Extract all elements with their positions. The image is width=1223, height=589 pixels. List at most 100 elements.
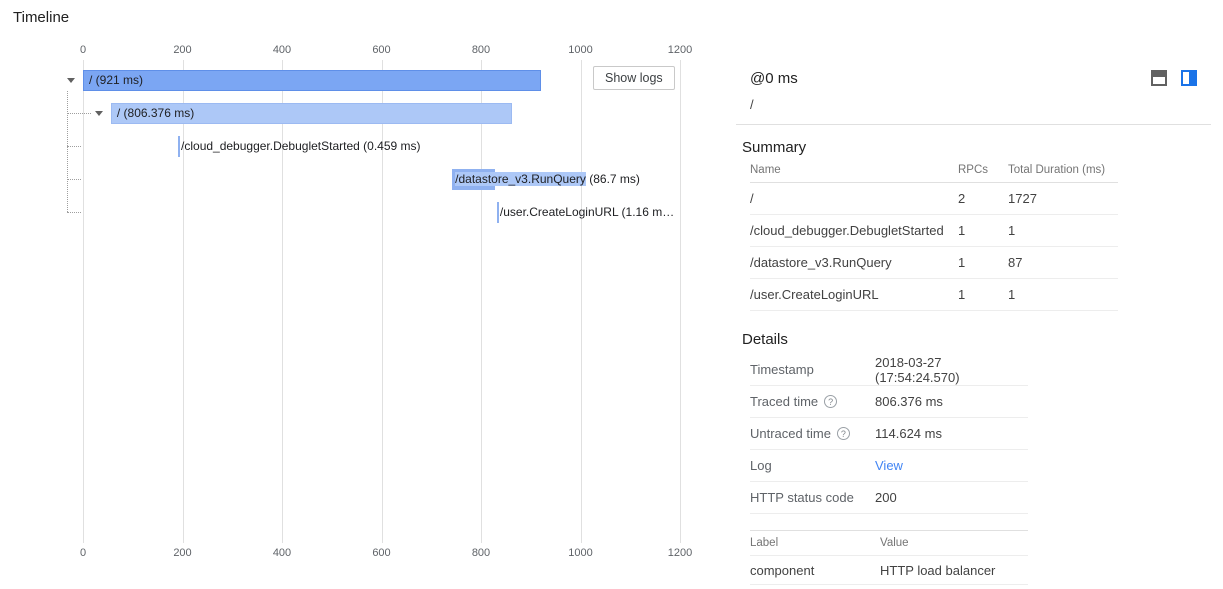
summary-col-name: Name bbox=[750, 164, 781, 176]
gridline bbox=[182, 60, 184, 543]
label-row: component HTTP load balancer bbox=[750, 556, 1028, 585]
axis-tick-bottom: 400 bbox=[272, 547, 292, 559]
details-table: Timestamp 2018-03-27 (17:54:24.570) Traced… bbox=[750, 354, 1028, 514]
axis-tick-top: 400 bbox=[272, 44, 292, 56]
show-logs-button[interactable]: Show logs bbox=[593, 66, 675, 90]
vertical-split-icon[interactable] bbox=[1181, 70, 1197, 86]
axis-tick-top: 1200 bbox=[667, 44, 693, 56]
tree-guide-stub bbox=[67, 113, 91, 114]
axis-tick-bottom: 0 bbox=[79, 547, 87, 559]
detail-row: Log View bbox=[750, 450, 1028, 482]
vertical-split-fill bbox=[1189, 72, 1195, 84]
details-panel-header: @0 ms / bbox=[736, 60, 1211, 125]
summary-cell-name: /cloud_debugger.DebugletStarted bbox=[750, 223, 944, 238]
labels-table-body: component HTTP load balancer bbox=[750, 556, 1028, 585]
detail-value: 114.624 ms bbox=[875, 426, 942, 441]
horizontal-split-icon[interactable] bbox=[1151, 70, 1167, 86]
summary-table-header: Name RPCs Total Duration (ms) bbox=[750, 164, 1118, 183]
summary-col-duration: Total Duration (ms) bbox=[1008, 164, 1106, 176]
detail-label: HTTP status code bbox=[750, 490, 854, 505]
summary-cell-duration: 1727 bbox=[1008, 191, 1037, 206]
tree-guide-stub bbox=[67, 212, 81, 213]
summary-cell-name: / bbox=[750, 191, 754, 206]
tree-toggle[interactable] bbox=[94, 111, 103, 116]
span-label[interactable]: /user.CreateLoginURL (1.16 m… bbox=[499, 205, 675, 219]
summary-row: /cloud_debugger.DebugletStarted 1 1 bbox=[750, 215, 1118, 247]
detail-row: Timestamp 2018-03-27 (17:54:24.570) bbox=[750, 354, 1028, 386]
span-bar[interactable] bbox=[110, 103, 513, 124]
view-log-link[interactable]: View bbox=[875, 458, 903, 473]
detail-label: Timestamp bbox=[750, 362, 814, 377]
summary-cell-name: /datastore_v3.RunQuery bbox=[750, 255, 892, 270]
horizontal-split-fill bbox=[1153, 72, 1165, 77]
tree-guide-stub bbox=[67, 146, 81, 147]
summary-cell-rpcs: 1 bbox=[958, 287, 966, 302]
span-bar[interactable] bbox=[178, 136, 181, 157]
summary-table-body: /2 1727/cloud_debugger.DebugletStarted 1 1/… bbox=[750, 183, 1118, 311]
summary-row: /user.CreateLoginURL 1 1 bbox=[750, 279, 1118, 311]
detail-value: View bbox=[875, 458, 1028, 473]
labels-table-header: Label Value bbox=[750, 531, 1028, 556]
axis-tick-bottom: 1200 bbox=[667, 547, 693, 559]
gridline bbox=[83, 60, 84, 543]
summary-cell-name: /user.CreateLoginURL bbox=[750, 287, 879, 302]
span-bar[interactable] bbox=[83, 70, 542, 91]
tree-guide-line bbox=[67, 91, 68, 212]
axis-tick-top: 200 bbox=[173, 44, 192, 56]
span-time-offset: @0 ms bbox=[750, 70, 798, 87]
detail-value: 2018-03-27 (17:54:24.570) bbox=[875, 354, 960, 385]
detail-row: Traced time? 806.376 ms bbox=[750, 386, 1028, 418]
selected-span-name: / bbox=[750, 97, 754, 112]
summary-cell-rpcs: 1 bbox=[958, 255, 966, 270]
summary-col-rpcs: RPCs bbox=[958, 164, 989, 176]
span-label[interactable]: /datastore_v3.RunQuery (86.7 ms) bbox=[455, 169, 640, 190]
detail-label: Traced time? bbox=[750, 394, 875, 409]
panel-view-toggles bbox=[1151, 70, 1197, 86]
summary-row: / 2 1727 bbox=[750, 183, 1118, 215]
summary-cell-rpcs: 1 bbox=[958, 223, 966, 238]
span-label[interactable]: / (921 ms) bbox=[89, 73, 144, 87]
summary-cell-rpcs: 2 bbox=[958, 191, 966, 206]
tree-toggle[interactable] bbox=[67, 78, 75, 83]
axis-tick-bottom: 200 bbox=[173, 547, 192, 559]
details-title: Details bbox=[742, 331, 788, 348]
timeline-chart: 0 0 200 200 400 400 600 600 800 800 1000 1000 1200 12… bbox=[67, 44, 692, 559]
axis-tick-bottom: 800 bbox=[471, 547, 491, 559]
span-bar[interactable] bbox=[496, 202, 499, 223]
labels-col-value: Value bbox=[880, 537, 909, 549]
gridline bbox=[282, 60, 283, 543]
summary-row: /datastore_v3.RunQuery 1 87 bbox=[750, 247, 1118, 279]
detail-row: Untraced time? 114.624 ms bbox=[750, 418, 1028, 450]
page-title: Timeline bbox=[13, 9, 70, 26]
span-label-name: /datastore_v3.RunQuery bbox=[455, 172, 586, 186]
gridline bbox=[680, 60, 681, 543]
gridline bbox=[580, 60, 582, 543]
axis-tick-top: 0 bbox=[79, 44, 87, 56]
span-label[interactable]: /cloud_debugger.DebugletStarted (0.459 m… bbox=[181, 139, 421, 153]
detail-label: Log bbox=[750, 458, 772, 473]
label-cell-key: component bbox=[750, 562, 815, 578]
detail-value: 200 bbox=[875, 490, 897, 505]
gridline bbox=[481, 60, 482, 543]
tree-guide-stub bbox=[67, 179, 81, 180]
summary-cell-duration: 1 bbox=[1008, 287, 1016, 302]
axis-tick-bottom: 600 bbox=[372, 547, 391, 559]
details-section: Details Timestamp 2018-03-27 (17:54:24.57… bbox=[736, 331, 1211, 514]
axis-tick-top: 800 bbox=[471, 44, 491, 56]
gridline bbox=[381, 60, 383, 543]
axis-tick-top: 1000 bbox=[568, 44, 593, 56]
help-icon[interactable]: ? bbox=[824, 395, 838, 408]
axis-tick-top: 600 bbox=[372, 44, 391, 56]
summary-table: Name RPCs Total Duration (ms) / 2 1727/clo… bbox=[750, 164, 1118, 311]
label-cell-value: HTTP load balancer bbox=[880, 562, 996, 578]
detail-row: HTTP status code 200 bbox=[750, 482, 1028, 514]
summary-section: Summary Name RPCs Total Duration (ms) / 2… bbox=[736, 139, 1211, 311]
summary-cell-duration: 1 bbox=[1008, 223, 1016, 238]
span-label[interactable]: / (806.376 ms) bbox=[116, 106, 195, 120]
span-label-duration: (86.7 ms) bbox=[585, 172, 640, 186]
summary-title: Summary bbox=[742, 139, 807, 156]
help-icon[interactable]: ? bbox=[836, 427, 850, 440]
detail-value: 806.376 ms bbox=[875, 394, 943, 409]
detail-label: Untraced time? bbox=[750, 426, 875, 441]
